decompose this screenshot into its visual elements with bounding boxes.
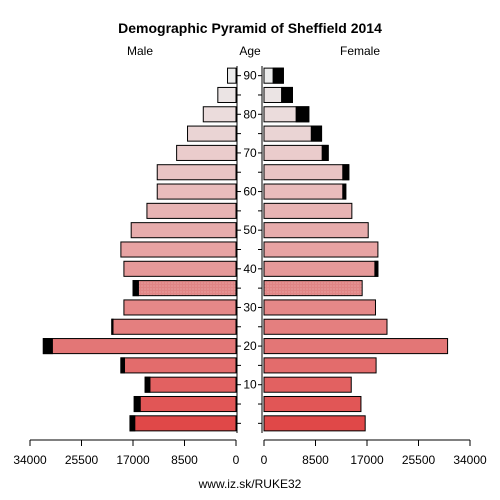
male-bar-55-59	[146, 202, 237, 219]
male-x-tick-label-17000: 17000	[116, 453, 150, 467]
male-bar-30-34	[123, 299, 237, 316]
female-excess-65-69	[342, 164, 350, 181]
male-excess-10-14	[144, 376, 151, 393]
male-excess-15-19	[120, 357, 126, 374]
female-bar-65-69	[263, 164, 350, 181]
age-tick-label-50: 50	[243, 223, 257, 237]
female-x-tick-label-17000: 17000	[350, 453, 384, 467]
male-label: Male	[127, 44, 153, 58]
male-bar-90+	[227, 67, 237, 84]
female-bar-25-29	[263, 318, 388, 335]
female-bar-20-24	[263, 338, 449, 355]
male-bar-70-74	[176, 144, 237, 161]
female-x-tick-label-34000: 34000	[453, 453, 487, 467]
male-bar-5-9	[133, 395, 237, 413]
male-x-tick-label-0: 0	[233, 453, 240, 467]
male-bar-25-29	[111, 318, 237, 335]
female-bar-55-59	[263, 202, 353, 219]
age-tick-label-20: 20	[243, 339, 257, 353]
male-bar-80-84	[202, 106, 237, 123]
female-excess-60-64	[342, 183, 347, 200]
age-tick-label-60: 60	[243, 185, 257, 199]
female-bar-35-39	[263, 280, 363, 297]
female-bar-70-74	[263, 144, 329, 161]
male-bar-75-79	[187, 125, 237, 142]
female-bar-45-49	[263, 241, 379, 258]
male-bar-35-39	[132, 280, 237, 297]
male-bar-40-44	[123, 260, 237, 277]
female-excess-75-79	[310, 125, 323, 142]
male-bar-45-49	[120, 241, 237, 258]
male-bar-15-19	[120, 357, 237, 374]
age-tick-label-70: 70	[243, 146, 257, 160]
female-x-tick-label-0: 0	[261, 453, 268, 467]
female-x-tick-label-25500: 25500	[402, 453, 436, 467]
female-bar-0-4	[263, 415, 366, 432]
male-bar-60-64	[156, 183, 237, 200]
male-excess-0-4	[129, 415, 136, 432]
female-label: Female	[340, 44, 380, 58]
male-excess-35-39	[132, 280, 139, 297]
male-x-tick-label-25500: 25500	[65, 453, 99, 467]
chart-title: Demographic Pyramid of Sheffield 2014	[118, 20, 382, 36]
female-bar-5-9	[263, 395, 362, 413]
female-bar-50-54	[263, 222, 369, 239]
male-bar-65-69	[156, 164, 237, 181]
age-tick-label-30: 30	[243, 300, 257, 314]
age-tick-label-10: 10	[243, 378, 257, 392]
age-tick-label-90: 90	[243, 69, 257, 83]
male-x-tick-label-8500: 8500	[171, 453, 198, 467]
footer-url: www.iz.sk/RUKE32	[198, 477, 302, 491]
female-bar-30-34	[263, 299, 376, 316]
male-excess-20-24	[42, 338, 53, 355]
female-excess-70-74	[321, 144, 329, 161]
male-bar-20-24	[42, 338, 237, 355]
bars-group	[42, 67, 449, 432]
female-excess-85-89	[281, 86, 293, 104]
male-bar-10-14	[144, 376, 237, 393]
female-excess-40-44	[374, 260, 379, 277]
male-excess-25-29	[111, 318, 114, 335]
male-bar-0-4	[129, 415, 237, 432]
age-tick-label-80: 80	[243, 107, 257, 121]
female-excess-80-84	[295, 106, 310, 123]
male-bar-85-89	[217, 86, 237, 104]
male-x-tick-label-34000: 34000	[13, 453, 47, 467]
female-bar-10-14	[263, 376, 352, 393]
male-excess-5-9	[133, 395, 141, 413]
male-bar-50-54	[130, 222, 237, 239]
age-label: Age	[239, 44, 261, 58]
female-bar-40-44	[263, 260, 379, 277]
axes-group: 10 20 30 40 50 60 70 80 90 0 0 8500 8500 17000 17000 25…	[13, 66, 487, 467]
female-bar-15-19	[263, 357, 377, 374]
female-x-tick-label-8500: 8500	[302, 453, 329, 467]
age-tick-label-40: 40	[243, 262, 257, 276]
female-excess-90+	[272, 67, 284, 84]
female-bar-60-64	[263, 183, 347, 200]
